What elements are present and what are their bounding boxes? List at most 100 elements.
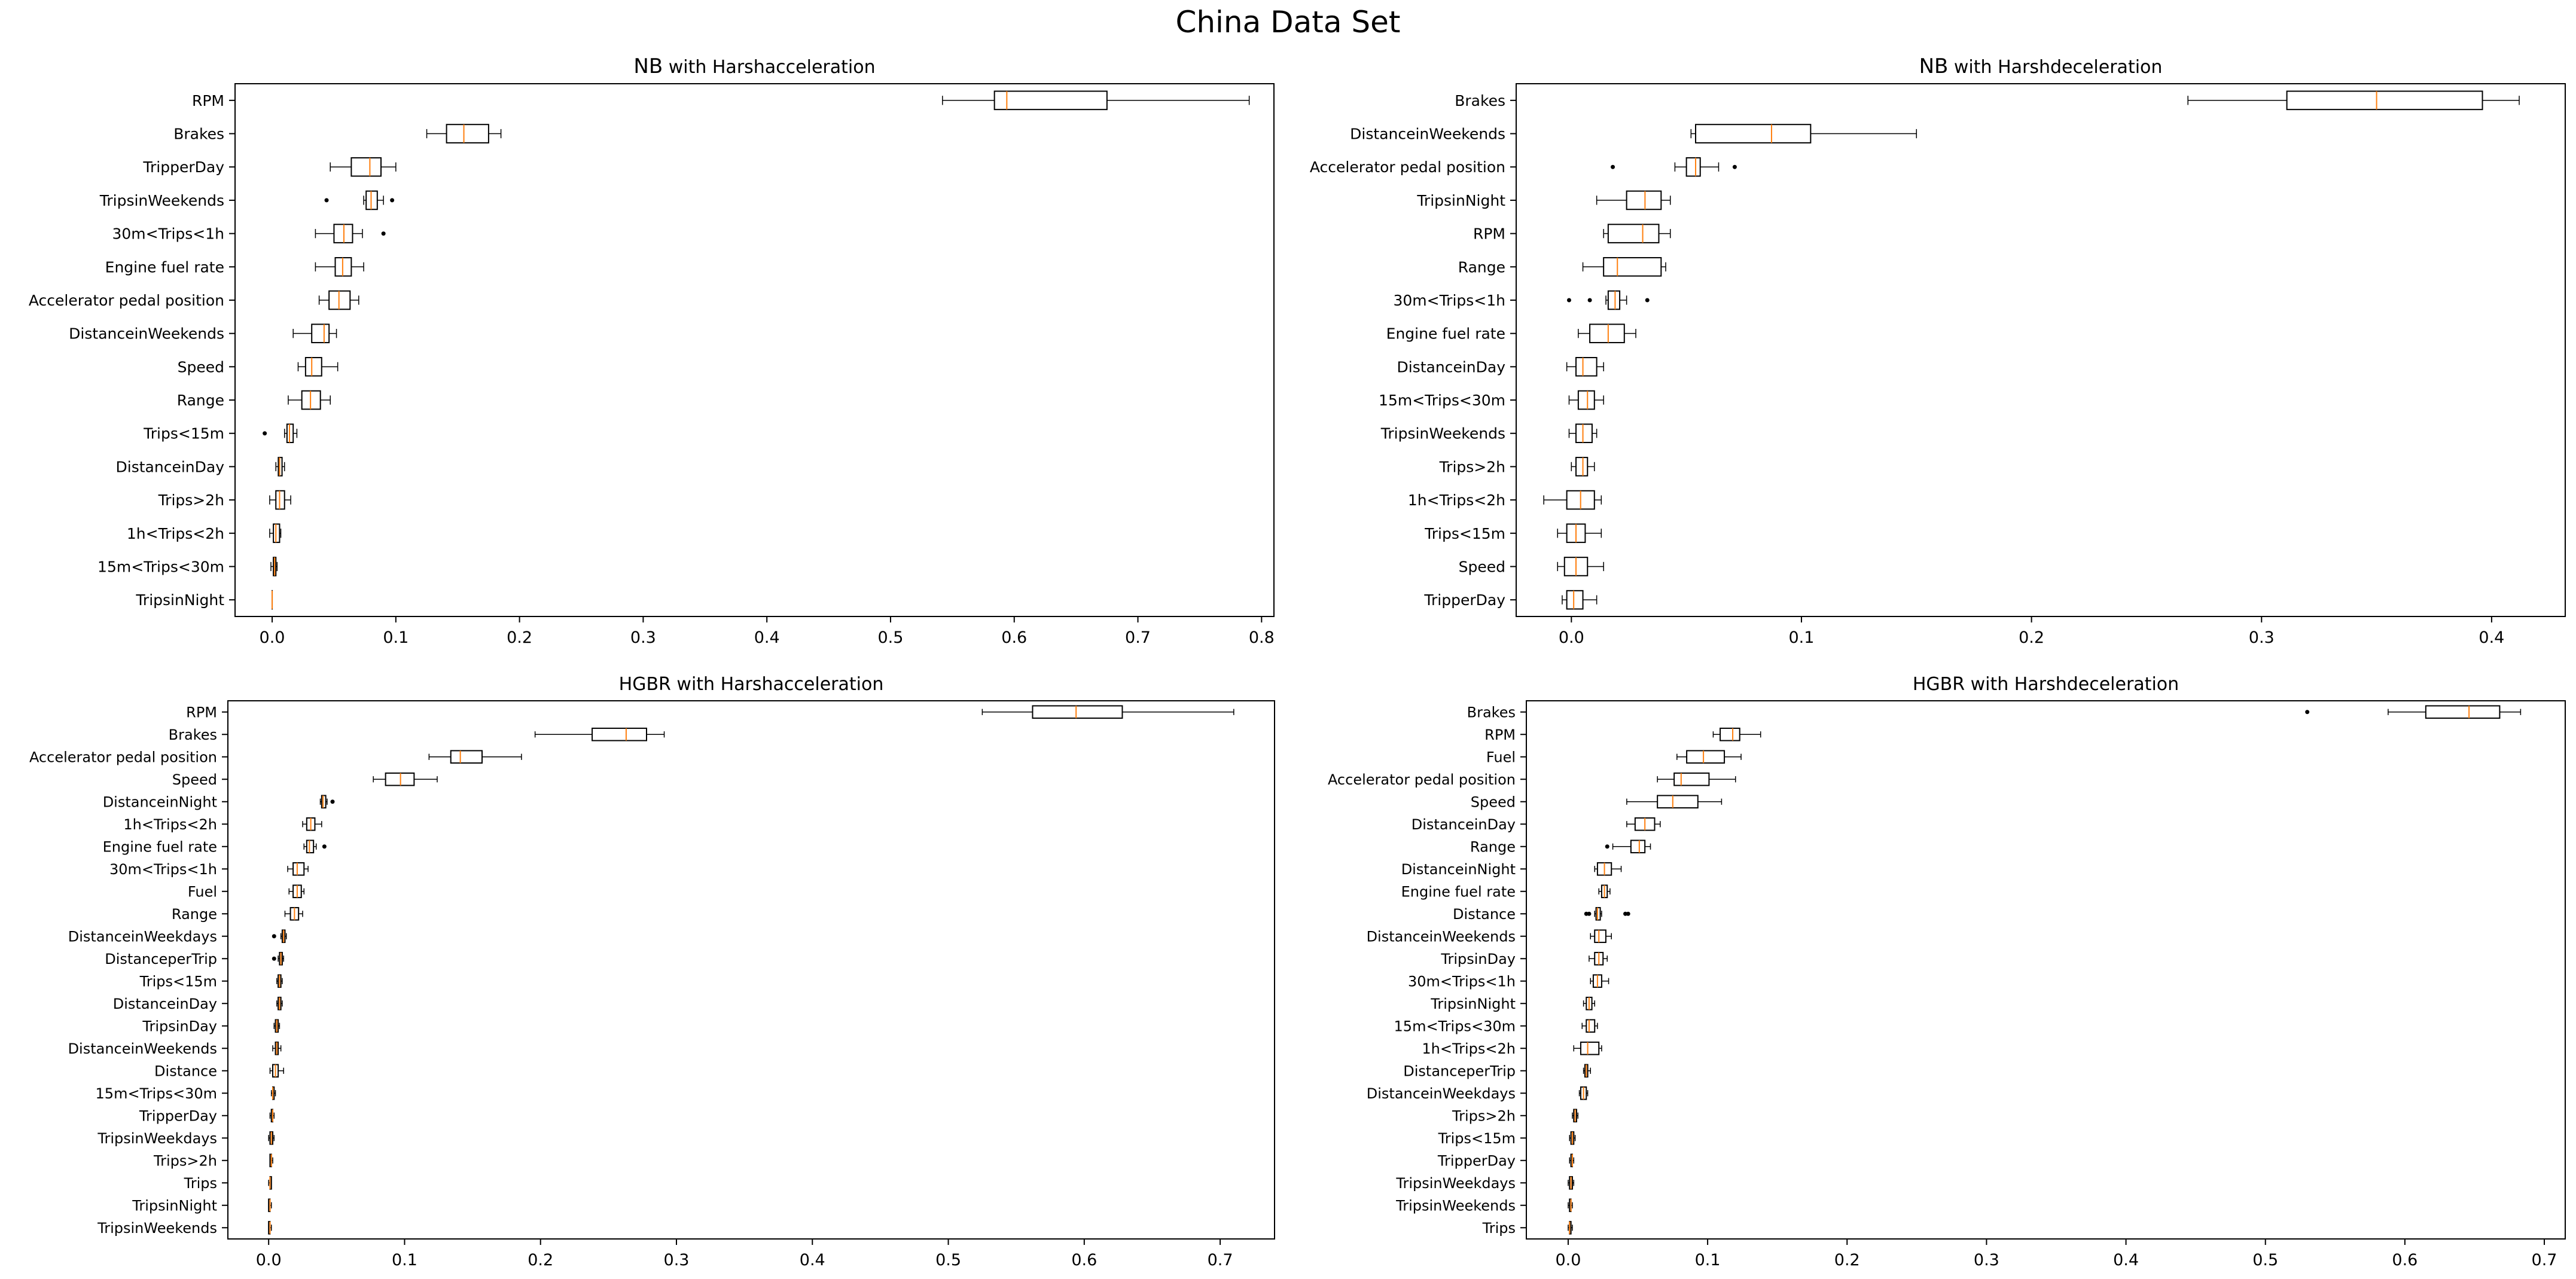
box-15m-lt-trips-lt-30m: 15m<Trips<30m [96,1085,276,1102]
iqr-box [1575,457,1589,477]
iqr-box [1577,390,1595,410]
outlier-point [1645,298,1650,303]
iqr-box [1575,423,1593,444]
iqr-box [1630,840,1646,854]
y-tick-label: TripsinWeekends [99,192,224,209]
x-tick-label: 0.7 [1125,628,1151,647]
x-tick-label: 0.1 [1788,628,1814,647]
box-brakes: Brakes [173,124,502,144]
x-tick-label: 0.5 [877,628,903,647]
outlier-point [1605,844,1609,849]
y-tick-label: 30m<Trips<1h [1393,292,1505,309]
box-speed: Speed [178,357,339,377]
iqr-box [311,323,330,343]
outlier-point [322,844,327,849]
chart-title: NB with Harshacceleration [633,54,875,78]
y-tick-label: TripperDay [1423,591,1505,609]
x-tick-label: 0.5 [935,1251,961,1269]
y-tick-label: TripsinWeekdays [97,1130,217,1147]
y-tick-label: DistanceinWeekends [69,325,224,343]
y-tick-label: DistanceinWeekdays [1367,1085,1516,1102]
box-tripsinnight: TripsinNight [132,1197,272,1214]
chart-title: HGBR with Harshacceleration [619,674,884,695]
box-rpm: RPM [1484,727,1761,743]
box-range: Range [177,390,331,410]
y-tick-label: DistanceinDay [1412,816,1516,833]
box-tripsinweekdays: TripsinWeekdays [1395,1175,1575,1192]
y-tick-label: DistanceinDay [113,996,217,1012]
box-range: Range [172,906,303,923]
box-trips-gt-2h: Trips>2h [1452,1107,1579,1124]
y-tick-label: DistanceinDay [1397,358,1506,376]
box-distanceinday: DistanceinDay [1412,816,1661,833]
y-tick-label: Engine fuel rate [1401,883,1516,900]
x-tick-label: 0.2 [507,628,532,647]
y-tick-label: Speed [1471,793,1516,810]
chart-title-model: NB [633,54,663,78]
outlier-point [324,198,329,203]
iqr-box [365,190,378,210]
y-tick-label: Trips<15m [1438,1130,1516,1147]
x-tick-label: 0.4 [754,628,780,647]
box-tripsinnight: TripsinNight [1416,190,1671,210]
y-tick-label: Brakes [173,126,224,143]
box-range: Range [1458,257,1666,277]
box-trips-gt-2h: Trips>2h [1439,457,1595,477]
box-speed: Speed [172,771,438,788]
iqr-box [301,390,321,410]
box-1h-lt-trips-lt-2h: 1h<Trips<2h [123,816,322,833]
y-tick-label: Distance [154,1063,217,1079]
outlier-point [1587,298,1592,303]
outlier-point [330,799,335,804]
box-distanceinweekdays: DistanceinWeekdays [1367,1085,1589,1102]
box-tripperday: TripperDay [1423,590,1598,610]
box-tripsinweekdays: TripsinWeekdays [97,1130,275,1147]
y-tick-label: Range [172,906,217,923]
box-tripsinnight: TripsinNight [1430,996,1595,1012]
iqr-box [1603,257,1662,277]
y-tick-label: Range [1470,838,1516,855]
iqr-box [286,423,294,444]
y-tick-label: RPM [192,92,224,109]
y-tick-label: TripsinNight [1430,996,1516,1012]
box-trips-lt-15m: Trips<15m [1438,1130,1576,1147]
y-tick-label: RPM [1484,727,1516,743]
x-tick-label: 0.3 [2249,628,2275,647]
y-tick-label: DistanceinWeekdays [68,928,217,945]
x-tick-label: 0.4 [800,1251,825,1269]
y-tick-label: DistanceinNight [103,793,217,810]
box-distanceinday: DistanceinDay [116,457,285,477]
y-tick-label: Trips [184,1175,217,1192]
box-tripperday: TripperDay [139,1107,275,1124]
iqr-box [1595,906,1601,921]
box-trips-lt-15m: Trips<15m [139,973,283,990]
y-tick-label: DistanceinWeekends [1367,928,1516,945]
box-brakes: Brakes [169,727,665,743]
box-tripperday: TripperDay [142,157,397,177]
iqr-box [1720,727,1740,741]
box-accelerator-pedal-position: Accelerator pedal position [1328,771,1736,788]
box-tripsinweekends: TripsinWeekends [99,190,395,210]
y-tick-label: TripperDay [139,1107,217,1124]
panel-nb-harshacceleration: NB with Harshacceleration 0.0 0.1 0.2 0.3 0.4… [29,54,1275,647]
x-tick-label: 0.1 [392,1251,417,1269]
iqr-box [446,124,489,144]
panel-nb-harshdeceleration: NB with Harshdeceleration 0.0 0.1 0.2 0.3 0.4… [1310,54,2566,647]
y-tick-label: Distance [1453,906,1516,923]
iqr-box [385,772,415,786]
y-tick-label: 1h<Trips<2h [1422,1040,1516,1057]
box-distanceinnight: DistanceinNight [1401,861,1622,878]
iqr-box [1032,705,1123,719]
box-trips-gt-2h: Trips>2h [153,1152,273,1169]
chart-title-text: HGBR with Harshacceleration [619,674,884,695]
box-fuel: Fuel [188,883,305,900]
y-tick-label: Trips>2h [1452,1107,1516,1124]
box-tripsinday: TripsinDay [1440,951,1608,967]
x-tick-label: 0.6 [2392,1251,2418,1269]
y-tick-label: Trips>2h [158,492,224,509]
axes-frame [234,83,1275,617]
x-tick-label: 0.0 [260,628,285,647]
y-tick-label: Brakes [169,727,217,743]
y-tick-label: 1h<Trips<2h [127,525,224,542]
box-trips: Trips [1482,1220,1573,1237]
